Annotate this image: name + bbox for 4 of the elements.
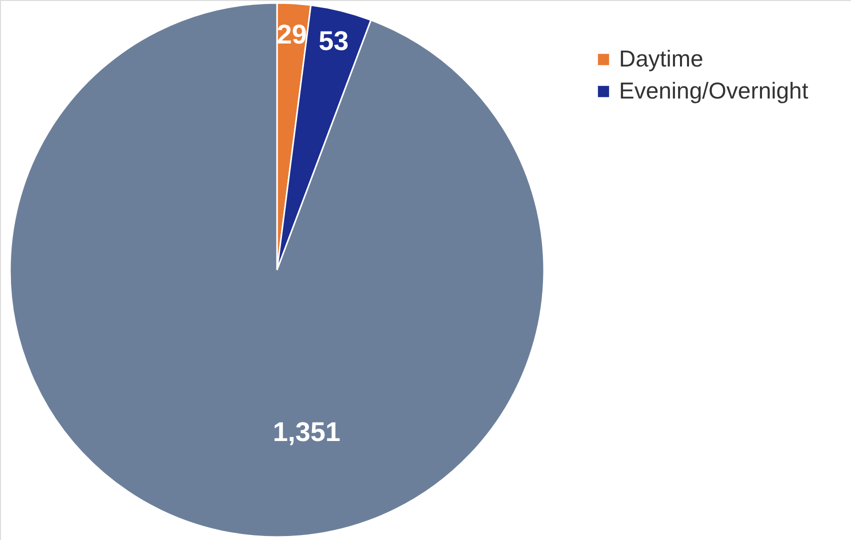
data-label: 1,351 <box>272 416 340 447</box>
legend-label: Daytime <box>619 46 704 72</box>
data-label: 53 <box>318 26 349 56</box>
legend-label: Evening/Overnight <box>619 78 809 104</box>
